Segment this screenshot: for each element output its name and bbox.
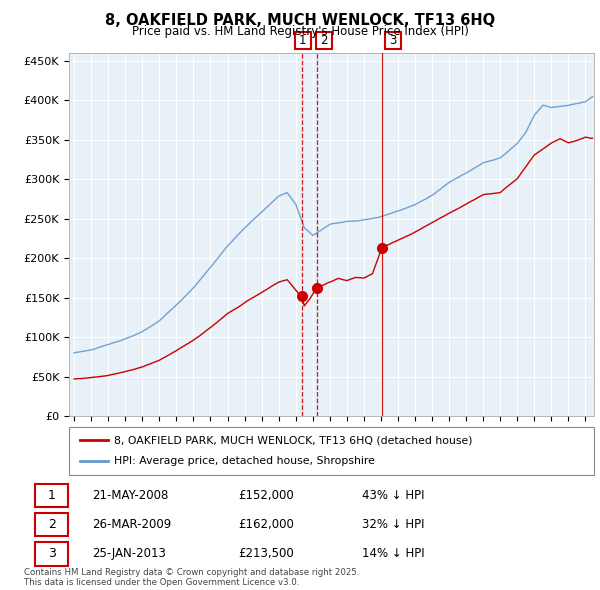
Text: £213,500: £213,500 [238, 548, 294, 560]
Text: Price paid vs. HM Land Registry's House Price Index (HPI): Price paid vs. HM Land Registry's House … [131, 25, 469, 38]
FancyBboxPatch shape [35, 513, 68, 536]
Text: 1: 1 [47, 489, 56, 502]
Text: 2: 2 [47, 518, 56, 531]
Text: 3: 3 [47, 548, 56, 560]
Text: 32% ↓ HPI: 32% ↓ HPI [362, 518, 425, 531]
Text: 1: 1 [299, 34, 307, 47]
Text: HPI: Average price, detached house, Shropshire: HPI: Average price, detached house, Shro… [113, 457, 374, 467]
Text: 14% ↓ HPI: 14% ↓ HPI [362, 548, 425, 560]
Text: 2: 2 [320, 34, 328, 47]
Text: 26-MAR-2009: 26-MAR-2009 [92, 518, 171, 531]
Text: 25-JAN-2013: 25-JAN-2013 [92, 548, 166, 560]
Text: 43% ↓ HPI: 43% ↓ HPI [362, 489, 425, 502]
FancyBboxPatch shape [35, 484, 68, 507]
Text: 21-MAY-2008: 21-MAY-2008 [92, 489, 168, 502]
FancyBboxPatch shape [69, 427, 594, 475]
Text: £152,000: £152,000 [238, 489, 294, 502]
Text: 3: 3 [389, 34, 397, 47]
Text: £162,000: £162,000 [238, 518, 294, 531]
Text: 8, OAKFIELD PARK, MUCH WENLOCK, TF13 6HQ: 8, OAKFIELD PARK, MUCH WENLOCK, TF13 6HQ [105, 13, 495, 28]
Text: 8, OAKFIELD PARK, MUCH WENLOCK, TF13 6HQ (detached house): 8, OAKFIELD PARK, MUCH WENLOCK, TF13 6HQ… [113, 435, 472, 445]
Text: Contains HM Land Registry data © Crown copyright and database right 2025.
This d: Contains HM Land Registry data © Crown c… [24, 568, 359, 587]
FancyBboxPatch shape [35, 542, 68, 565]
